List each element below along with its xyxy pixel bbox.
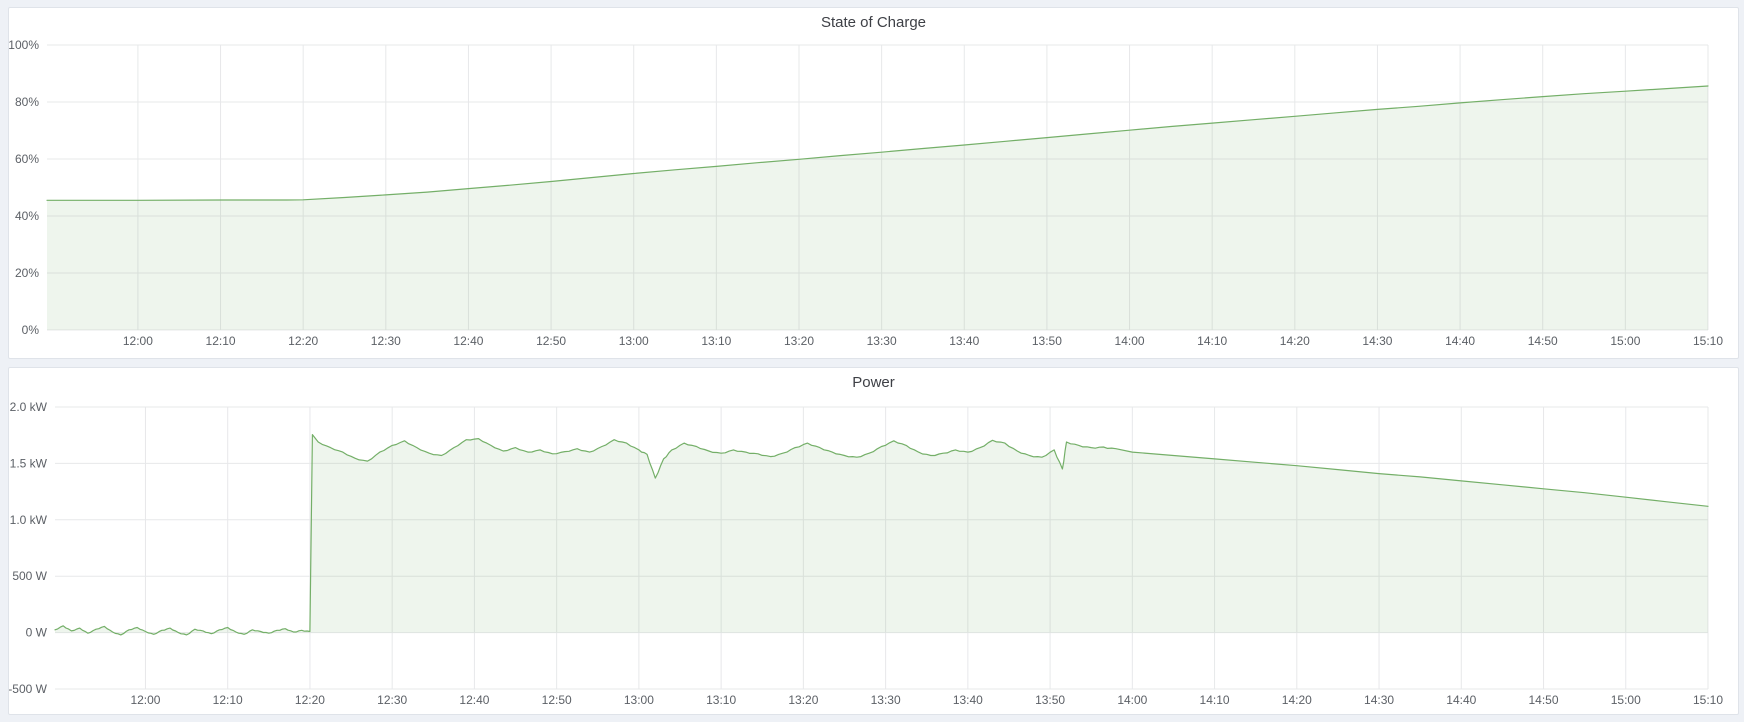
svg-text:2.0 kW: 2.0 kW [10, 400, 48, 414]
svg-text:14:00: 14:00 [1115, 334, 1145, 348]
svg-text:40%: 40% [15, 209, 39, 223]
svg-text:15:10: 15:10 [1693, 693, 1723, 707]
svg-text:13:50: 13:50 [1035, 693, 1065, 707]
svg-text:1.5 kW: 1.5 kW [10, 456, 48, 470]
power-chart[interactable]: -500 W 0 W 500 W 1.0 kW 1.5 kW 2.0 kW 12:00 12:… [9, 368, 1738, 712]
svg-text:12:50: 12:50 [542, 693, 572, 707]
svg-text:12:20: 12:20 [295, 693, 325, 707]
svg-text:14:50: 14:50 [1529, 693, 1559, 707]
svg-text:14:30: 14:30 [1362, 334, 1392, 348]
svg-text:15:00: 15:00 [1611, 693, 1641, 707]
svg-text:13:30: 13:30 [871, 693, 901, 707]
svg-text:13:50: 13:50 [1032, 334, 1062, 348]
svg-text:13:40: 13:40 [953, 693, 983, 707]
svg-text:14:40: 14:40 [1446, 693, 1476, 707]
svg-text:20%: 20% [15, 266, 39, 280]
svg-text:0 W: 0 W [26, 626, 48, 640]
svg-text:13:00: 13:00 [624, 693, 654, 707]
svg-text:15:00: 15:00 [1610, 334, 1640, 348]
svg-text:12:30: 12:30 [377, 693, 407, 707]
panel-state-of-charge: State of Charge 0% 20% 40% 60% 80% 100% 12:00 1… [8, 7, 1739, 359]
svg-text:500 W: 500 W [12, 569, 47, 583]
svg-text:14:10: 14:10 [1197, 334, 1227, 348]
svg-text:13:10: 13:10 [701, 334, 731, 348]
state-of-charge-chart[interactable]: 0% 20% 40% 60% 80% 100% 12:00 12:10 12:20 12:30 12… [9, 8, 1738, 356]
panel-title-power[interactable]: Power [852, 374, 895, 391]
panel-title-state-of-charge[interactable]: State of Charge [820, 14, 927, 31]
svg-text:14:30: 14:30 [1364, 693, 1394, 707]
svg-text:14:20: 14:20 [1280, 334, 1310, 348]
svg-text:12:50: 12:50 [536, 334, 566, 348]
svg-text:1.0 kW: 1.0 kW [10, 513, 48, 527]
svg-text:100%: 100% [9, 38, 39, 52]
svg-text:14:50: 14:50 [1528, 334, 1558, 348]
svg-text:13:20: 13:20 [788, 693, 818, 707]
svg-text:12:00: 12:00 [123, 334, 153, 348]
svg-text:13:00: 13:00 [619, 334, 649, 348]
svg-text:12:30: 12:30 [371, 334, 401, 348]
svg-text:15:10: 15:10 [1693, 334, 1723, 348]
svg-text:80%: 80% [15, 95, 39, 109]
svg-text:13:30: 13:30 [867, 334, 897, 348]
svg-text:-500 W: -500 W [9, 682, 48, 696]
svg-text:12:00: 12:00 [130, 693, 160, 707]
svg-text:14:00: 14:00 [1117, 693, 1147, 707]
svg-text:12:40: 12:40 [459, 693, 489, 707]
svg-text:13:20: 13:20 [784, 334, 814, 348]
panel-power: Power -500 W 0 W 500 W 1.0 kW 1.5 kW 2.0 kW 12… [8, 367, 1739, 715]
svg-text:12:10: 12:10 [206, 334, 236, 348]
svg-text:14:40: 14:40 [1445, 334, 1475, 348]
svg-text:12:20: 12:20 [288, 334, 318, 348]
svg-text:12:40: 12:40 [453, 334, 483, 348]
svg-text:13:40: 13:40 [949, 334, 979, 348]
svg-text:13:10: 13:10 [706, 693, 736, 707]
svg-text:60%: 60% [15, 152, 39, 166]
svg-text:14:10: 14:10 [1200, 693, 1230, 707]
svg-text:0%: 0% [22, 323, 40, 337]
svg-text:14:20: 14:20 [1282, 693, 1312, 707]
svg-text:12:10: 12:10 [213, 693, 243, 707]
